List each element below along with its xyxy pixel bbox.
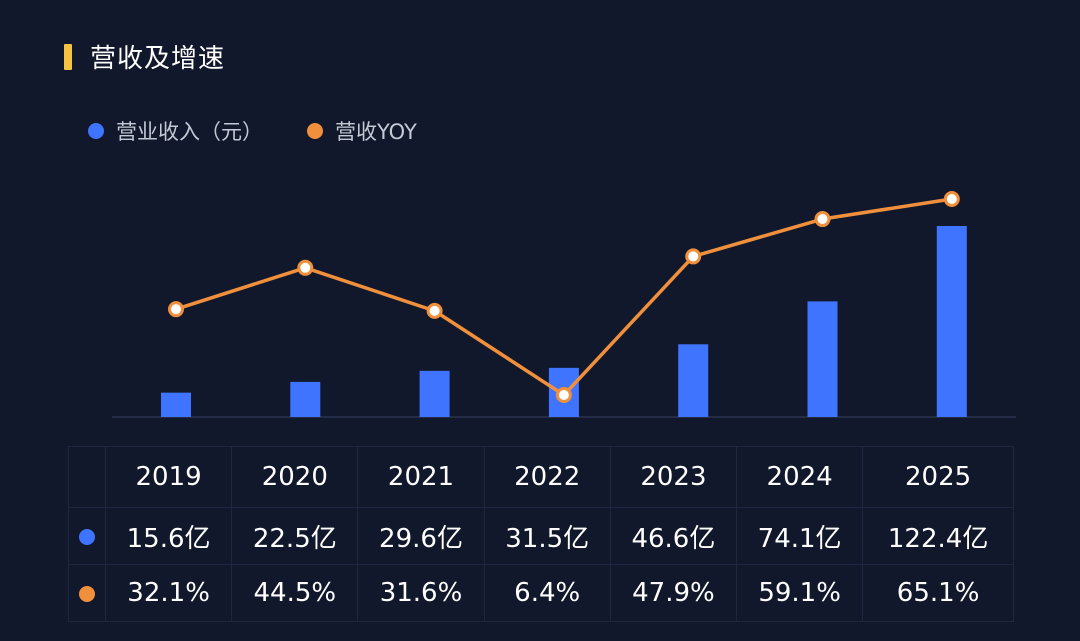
point-yoy-2024[interactable] [814,211,831,228]
point-yoy-2021[interactable] [426,302,443,319]
bar-revenue-2025[interactable] [936,226,967,417]
legend-dot-yoy [307,123,323,139]
bar-revenue-2024[interactable] [807,301,838,417]
data-label-revenue-2024: 74.1亿 [736,507,864,565]
table-row-key-yoy [68,564,106,622]
bar-revenue-2019[interactable] [161,392,191,417]
point-yoy-2022[interactable] [555,387,572,403]
data-label-revenue-2023: 46.6亿 [609,507,738,565]
title-accent-bar [64,44,72,70]
data-label-yoy-2023: 47.9% [609,564,738,622]
point-yoy-2019[interactable] [168,301,184,318]
legend-dot-revenue [88,123,104,139]
data-label-yoy-2022: 6.4% [483,564,611,622]
bar-revenue-2021[interactable] [419,370,450,417]
legend-label-yoy: 营收YOY [335,120,417,144]
bar-revenue-2023[interactable] [678,344,709,417]
data-label-revenue-2022: 31.5亿 [483,507,611,565]
row-dot-yoy [79,585,95,602]
chart-plot [112,191,1016,418]
table-row-key-revenue [68,507,106,565]
tick-label-2019: 2019 [104,446,233,508]
legend: 营业收入（元） 营收YOY [88,116,461,146]
point-yoy-2025[interactable] [943,191,960,207]
tick-label-2023: 2023 [609,446,738,508]
tick-label-2020: 2020 [231,446,359,508]
bar-revenue-2020[interactable] [290,381,321,417]
data-label-yoy-2025: 65.1% [862,564,1014,622]
data-label-yoy-2019: 32.1% [104,564,233,622]
tick-label-2021: 2021 [357,446,485,508]
data-table: 2019 2020 2021 2022 2023 2024 2025 15.6亿 22.5亿 2… [68,446,1014,622]
legend-item-revenue[interactable]: 营业收入（元） [88,116,263,146]
data-label-revenue-2025: 122.4亿 [862,507,1014,565]
row-dot-revenue [79,528,95,545]
chart-title: 营收及增速 [90,44,226,74]
data-label-revenue-2020: 22.5亿 [231,507,359,565]
table-corner-cell [68,446,106,508]
tick-label-2025: 2025 [862,446,1014,508]
point-yoy-2023[interactable] [685,248,702,265]
data-label-yoy-2021: 31.6% [357,564,485,622]
tick-label-2024: 2024 [736,446,864,508]
legend-label-revenue: 营业收入（元） [116,120,263,144]
table-header-row: 2019 2020 2021 2022 2023 2024 2025 [68,446,1014,508]
table-row-revenue: 15.6亿 22.5亿 29.6亿 31.5亿 46.6亿 74.1亿 122.4亿 [68,507,1014,565]
data-label-yoy-2024: 59.1% [736,564,864,622]
legend-item-yoy[interactable]: 营收YOY [307,116,417,146]
data-label-yoy-2020: 44.5% [231,564,359,622]
point-yoy-2020[interactable] [297,259,314,276]
table-row-yoy: 32.1% 44.5% 31.6% 6.4% 47.9% 59.1% 65.1% [68,564,1014,622]
data-label-revenue-2021: 29.6亿 [357,507,485,565]
tick-label-2022: 2022 [483,446,611,508]
data-label-revenue-2019: 15.6亿 [104,507,233,565]
